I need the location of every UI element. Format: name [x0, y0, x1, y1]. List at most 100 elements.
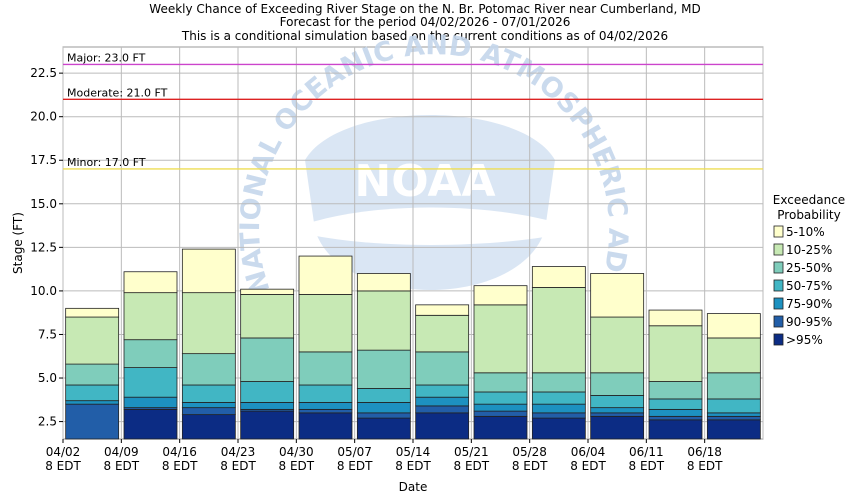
bar-segment [356, 273, 411, 292]
bar-segment [531, 403, 586, 414]
x-tick-tz: 8 EDT [104, 459, 140, 473]
bar-segment [473, 372, 528, 393]
legend: Exceedance Probability 5-10% 10-25% 25-50%… [773, 193, 845, 347]
bar-segment [65, 400, 120, 405]
x-tick-tz: 8 EDT [45, 459, 81, 473]
bar-segment [706, 419, 761, 440]
bar-segment [181, 353, 236, 386]
bar-segment [415, 384, 470, 398]
y-tick-label: 7.5 [38, 327, 57, 341]
y-axis-label: Stage (FT) [11, 212, 25, 274]
bar-segment [590, 395, 645, 409]
bar-segment [706, 398, 761, 414]
legend-entry-label: 25-50% [786, 261, 832, 275]
x-tick-date: 04/30 [279, 445, 314, 459]
bar-segment [415, 412, 470, 440]
x-tick-date: 06/18 [687, 445, 722, 459]
title-line-2: Forecast for the period 04/02/2026 - 07/… [280, 15, 571, 29]
y-tick-label: 5.0 [38, 371, 57, 385]
bar-segment [181, 248, 236, 294]
bar-segment [415, 351, 470, 386]
x-tick-tz: 8 EDT [220, 459, 256, 473]
bar-segment [706, 313, 761, 339]
bar-segment [240, 337, 295, 382]
bar-segment [648, 415, 703, 421]
watermark-logo-text: NOAA [354, 156, 495, 207]
y-tick-label: 20.0 [30, 110, 57, 124]
bar-segment [356, 290, 411, 351]
x-tick-date: 06/11 [629, 445, 664, 459]
legend-swatch [773, 225, 784, 238]
bar-segment [706, 337, 761, 374]
x-tick-tz: 8 EDT [687, 459, 723, 473]
x-tick-date: 05/14 [396, 445, 431, 459]
title-line-1: Weekly Chance of Exceeding River Stage o… [149, 2, 700, 16]
bar-segment [473, 391, 528, 405]
bar-segment [240, 293, 295, 339]
x-tick-tz: 8 EDT [454, 459, 490, 473]
bar-segment [473, 410, 528, 417]
bar-segment [181, 292, 236, 355]
bar-segment [65, 403, 120, 440]
bar-stack-group [65, 248, 761, 440]
legend-entry-label: 90-95% [786, 315, 832, 329]
x-tick-tz: 8 EDT [395, 459, 431, 473]
bar-segment [473, 415, 528, 440]
bar-segment [648, 419, 703, 440]
bar-segment [356, 412, 411, 419]
bar-segment [356, 388, 411, 403]
bar-segment [415, 304, 470, 316]
bar-segment [590, 316, 645, 374]
legend-entry-label: 50-75% [786, 279, 832, 293]
x-tick-tz: 8 EDT [279, 459, 315, 473]
legend-entry-label: 75-90% [786, 297, 832, 311]
bar-segment [648, 309, 703, 327]
bar-segment [123, 292, 178, 341]
bar-segment [648, 381, 703, 400]
y-tick-label: 15.0 [30, 197, 57, 211]
bar-segment [590, 412, 645, 417]
bar-segment [298, 408, 353, 414]
bar-segment [590, 372, 645, 396]
legend-title-line-1: Exceedance [773, 193, 845, 207]
chart-title: Weekly Chance of Exceeding River Stage o… [149, 2, 700, 43]
x-tick-tz: 8 EDT [337, 459, 373, 473]
bar-segment [648, 398, 703, 410]
bar-segment [65, 384, 120, 402]
flood-level-label: Major: 23.0 FT [67, 51, 146, 64]
bar-segment [531, 372, 586, 393]
legend-swatch [773, 279, 784, 292]
bar-segment [240, 402, 295, 410]
bar-segment [531, 391, 586, 405]
bar-segment [240, 381, 295, 403]
bar-segment [531, 287, 586, 374]
x-tick-date: 05/21 [454, 445, 489, 459]
title-line-3: This is a conditional simulation based o… [181, 29, 668, 43]
bar-segment [706, 412, 761, 417]
bar-segment [415, 396, 470, 407]
bar-segment [181, 384, 236, 403]
bar-segment [531, 417, 586, 440]
legend-swatch [773, 297, 784, 310]
bar-segment [298, 412, 353, 440]
bar-segment [590, 415, 645, 440]
bar-segment [356, 417, 411, 440]
x-tick-date: 05/28 [512, 445, 547, 459]
bar-segment [65, 307, 120, 318]
x-tick-date: 06/04 [571, 445, 606, 459]
bar-segment [123, 396, 178, 409]
legend-entry-label: 5-10% [786, 225, 825, 239]
x-tick-tz: 8 EDT [629, 459, 665, 473]
legend-entry-label: 10-25% [786, 243, 832, 257]
y-tick-label: 17.5 [30, 153, 57, 167]
y-tick-label: 10.0 [30, 284, 57, 298]
bar-segment [648, 325, 703, 382]
bar-segment [531, 412, 586, 419]
legend-swatch [773, 333, 784, 346]
x-tick-date: 05/07 [337, 445, 372, 459]
y-tick-label: 2.5 [38, 415, 57, 429]
bar-segment [298, 402, 353, 410]
gridlines [62, 47, 764, 439]
bar-segment [648, 408, 703, 417]
